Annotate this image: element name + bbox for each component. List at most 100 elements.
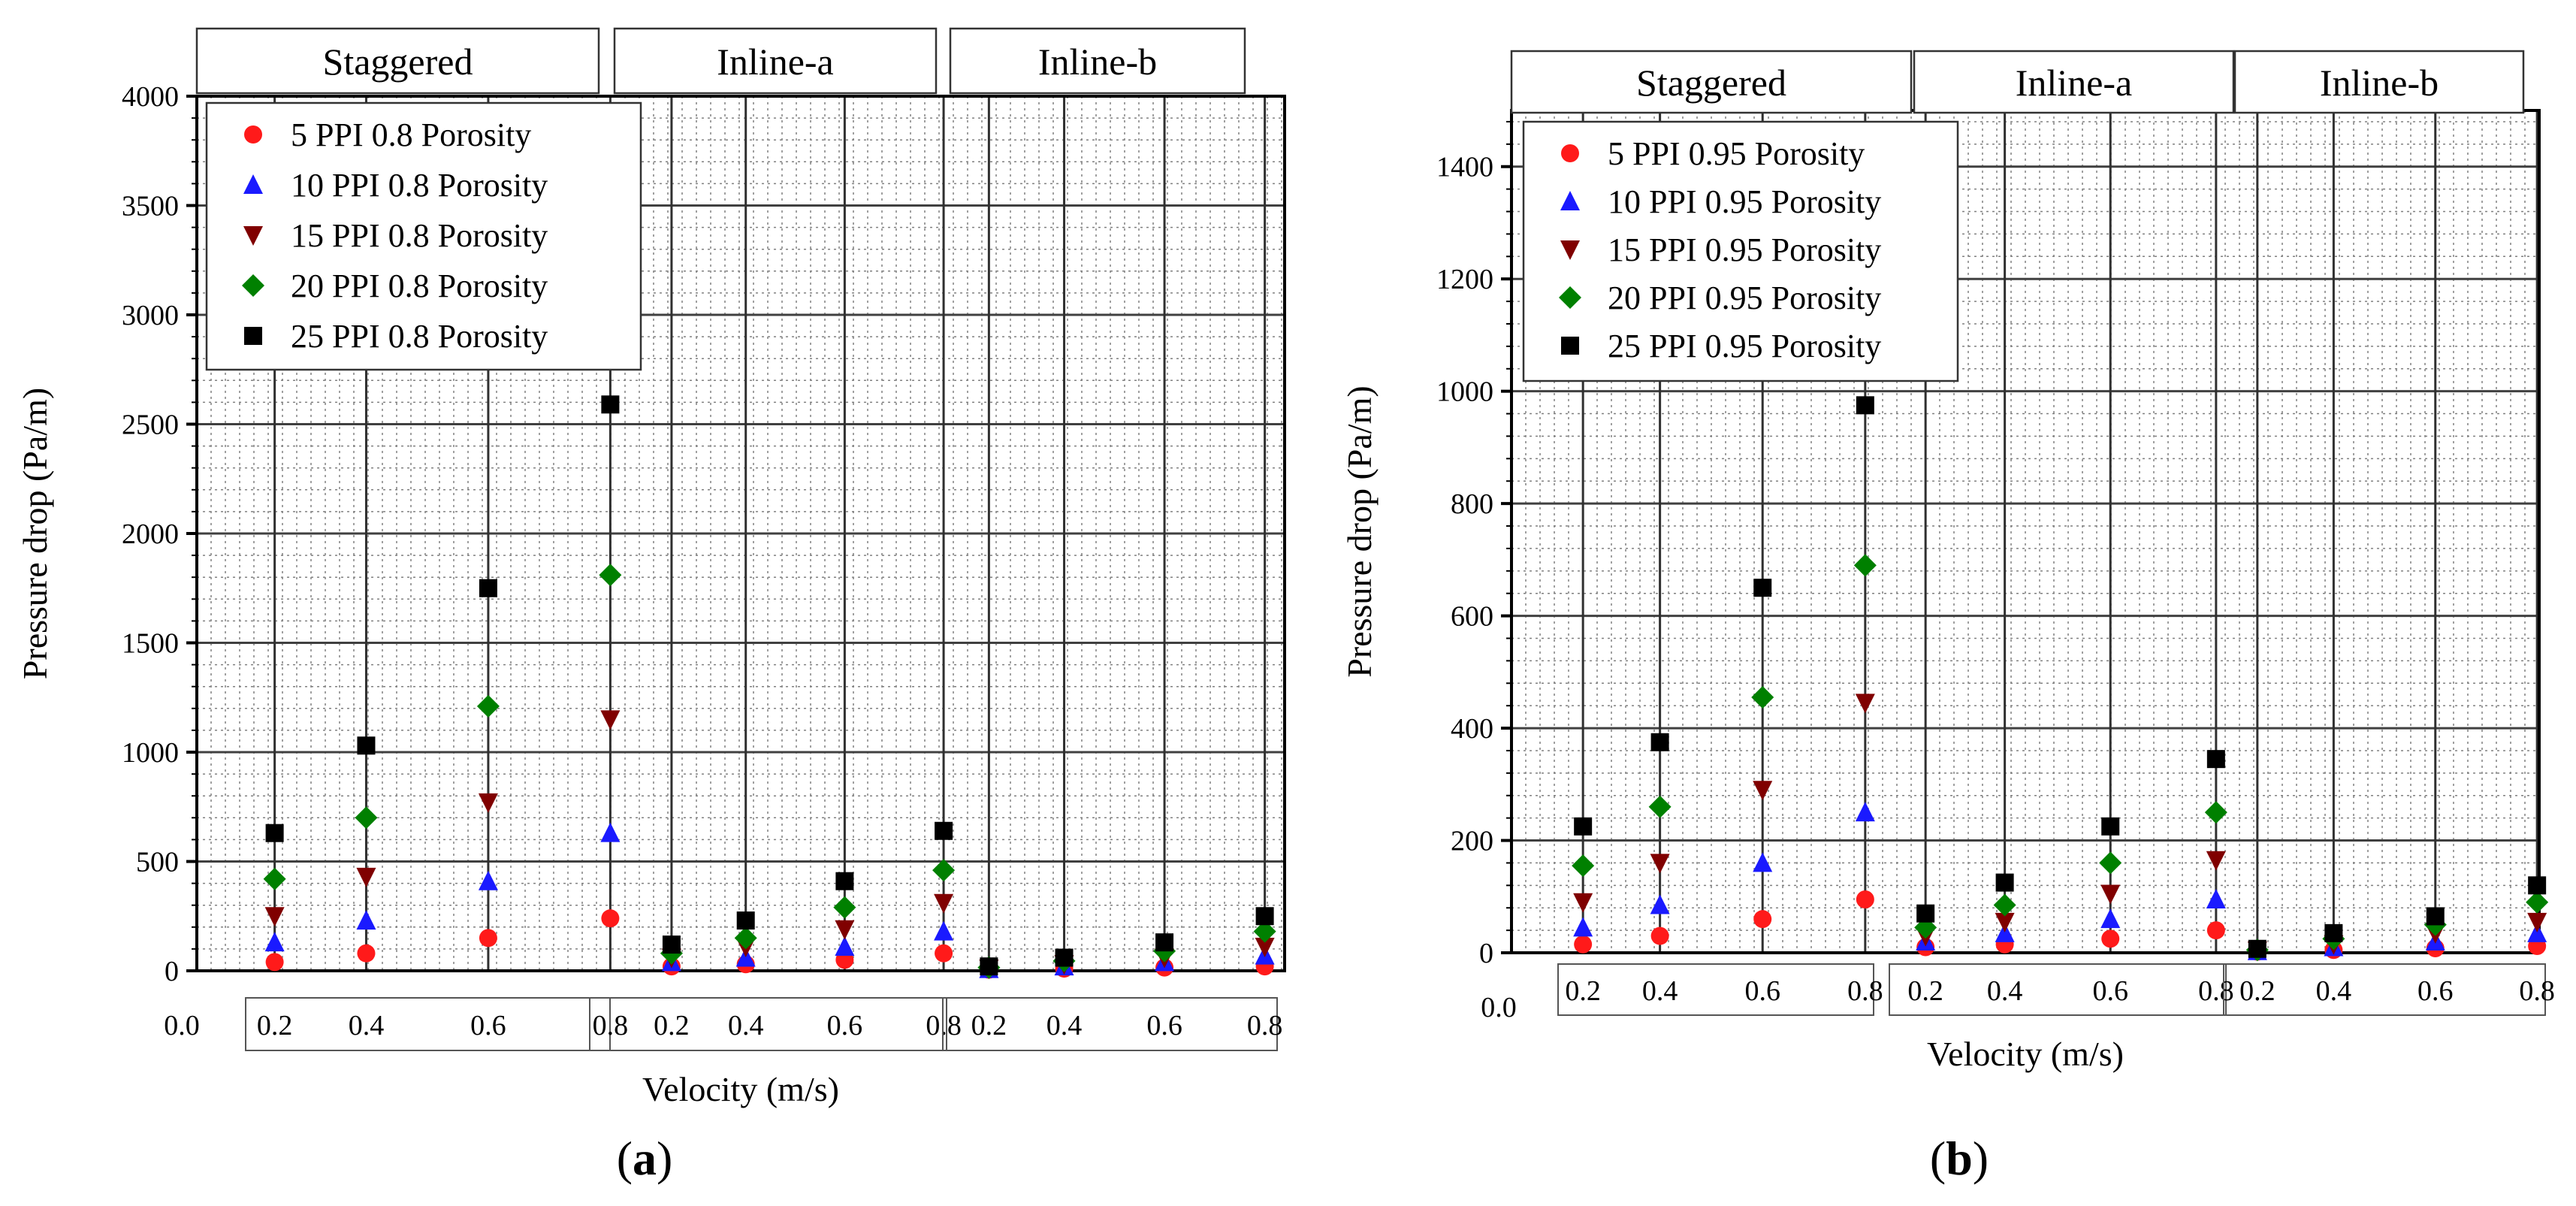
data-point xyxy=(833,896,856,919)
x-tick-label: 0.6 xyxy=(2092,975,2128,1007)
group-header-label: Inline-b xyxy=(2320,62,2439,104)
data-point xyxy=(478,793,498,813)
y-tick-label: 4000 xyxy=(122,81,179,113)
data-point xyxy=(932,859,956,882)
panel-label: (a) xyxy=(617,1132,673,1185)
x-tick-label: 0.4 xyxy=(1642,975,1678,1007)
legend-marker xyxy=(243,226,263,246)
legend-label: 15 PPI 0.95 Porosity xyxy=(1608,231,1881,268)
data-point xyxy=(1855,694,1875,714)
x-axis-label: Velocity (m/s) xyxy=(1927,1035,2124,1073)
legend-marker xyxy=(242,274,264,297)
legend-label: 5 PPI 0.95 Porosity xyxy=(1608,135,1865,172)
data-point xyxy=(1995,912,2015,932)
legend-box xyxy=(205,101,642,371)
data-point xyxy=(1255,937,1275,957)
y-tick-label: 0 xyxy=(1479,938,1493,969)
data-point xyxy=(1650,894,1670,914)
y-tick-label: 1500 xyxy=(122,628,179,660)
chart-panel-a: 0 500 1000 1500 2000 2500 3000 3500 4000 Pressure… xyxy=(16,27,1286,1185)
group-header-label: Inline-a xyxy=(2016,62,2132,104)
x-tick-label: 0.2 xyxy=(1907,975,1943,1007)
legend: 5 PPI 0.95 Porosity 10 PPI 0.95 Porosity 1… xyxy=(1522,120,1959,382)
x-tick-label: 0.4 xyxy=(1987,975,2023,1007)
data-point xyxy=(601,395,620,414)
data-point xyxy=(934,920,954,941)
data-point xyxy=(1753,910,1772,929)
data-point xyxy=(2426,907,2445,926)
legend-label: 5 PPI 0.8 Porosity xyxy=(291,116,531,153)
data-point xyxy=(265,824,284,842)
legend-marker xyxy=(1561,144,1579,162)
y-tick-label: 800 xyxy=(1451,488,1493,520)
x-tick-label: 0.6 xyxy=(827,1010,863,1041)
data-point xyxy=(356,910,376,930)
data-point xyxy=(1853,554,1877,577)
data-point xyxy=(835,920,855,940)
legend-label: 25 PPI 0.95 Porosity xyxy=(1608,328,1881,364)
y-tick-label: 1000 xyxy=(122,737,179,769)
x-tick-label: 0.6 xyxy=(470,1010,506,1041)
group-axis-box xyxy=(942,997,1278,1051)
data-point xyxy=(355,806,378,830)
legend: 5 PPI 0.8 Porosity 10 PPI 0.8 Porosity 15 … xyxy=(205,101,642,371)
data-point xyxy=(2206,921,2225,940)
legend-marker xyxy=(243,174,263,194)
group-header-label: Staggered xyxy=(323,41,473,83)
data-point xyxy=(1650,926,1669,945)
x-tick-label: 0.8 xyxy=(926,1010,962,1041)
legend-label: 10 PPI 0.8 Porosity xyxy=(291,167,548,204)
x-tick-label: 0.6 xyxy=(2417,975,2454,1007)
legend-label: 20 PPI 0.8 Porosity xyxy=(291,267,548,304)
chart-panel-b: 0 200 400 600 800 1000 1200 1400 Pressure drop (… xyxy=(1340,50,2555,1185)
data-point xyxy=(2206,889,2226,909)
data-point xyxy=(264,932,285,952)
data-point xyxy=(357,736,376,755)
y-tick-label: 0 xyxy=(165,956,179,987)
y-tick-label: 2500 xyxy=(122,410,179,441)
data-point xyxy=(2099,851,2122,875)
data-point xyxy=(479,579,497,597)
data-point xyxy=(600,822,621,842)
data-point xyxy=(1650,854,1670,874)
x-tick-label: 0.8 xyxy=(2198,975,2234,1007)
y-tick-label: 200 xyxy=(1451,826,1493,857)
panel-letter: a xyxy=(633,1132,657,1185)
group-header-label: Inline-a xyxy=(717,41,833,83)
y-tick-label: 1400 xyxy=(1436,152,1493,183)
y-tick-label: 1000 xyxy=(1436,376,1493,408)
data-point xyxy=(1255,907,1274,926)
data-point xyxy=(2101,929,2120,948)
data-point xyxy=(2526,890,2549,914)
legend-box xyxy=(1522,120,1959,382)
group-header-box xyxy=(2233,50,2525,114)
y-tick-label: 400 xyxy=(1451,713,1493,745)
data-point xyxy=(2248,939,2266,958)
x-tick-label: 0.6 xyxy=(1146,1010,1182,1041)
data-point xyxy=(934,893,954,914)
x-tick-label: 0.8 xyxy=(593,1010,629,1041)
data-point xyxy=(1753,579,1772,597)
x-tick-label: 0.4 xyxy=(1046,1010,1083,1041)
data-point xyxy=(1916,904,1935,923)
data-point xyxy=(600,710,621,730)
data-point xyxy=(2324,923,2343,942)
legend-label: 20 PPI 0.95 Porosity xyxy=(1608,280,1881,316)
data-point xyxy=(1855,802,1875,822)
y-tick-label: 3500 xyxy=(122,191,179,222)
data-point xyxy=(1753,852,1773,872)
group-header-box xyxy=(613,27,938,95)
x-origin-label: 0.0 xyxy=(164,1010,200,1041)
data-point xyxy=(1856,890,1874,909)
data-point xyxy=(935,821,953,840)
data-point xyxy=(1573,893,1593,913)
data-point xyxy=(1751,685,1774,709)
data-point xyxy=(357,944,376,963)
group-axis-box xyxy=(1557,963,1874,1016)
data-point xyxy=(662,935,681,954)
data-point xyxy=(734,926,757,950)
data-point xyxy=(601,909,620,928)
data-point xyxy=(2101,817,2120,836)
legend-marker xyxy=(244,327,262,345)
group-header-label: Staggered xyxy=(1636,62,1786,104)
